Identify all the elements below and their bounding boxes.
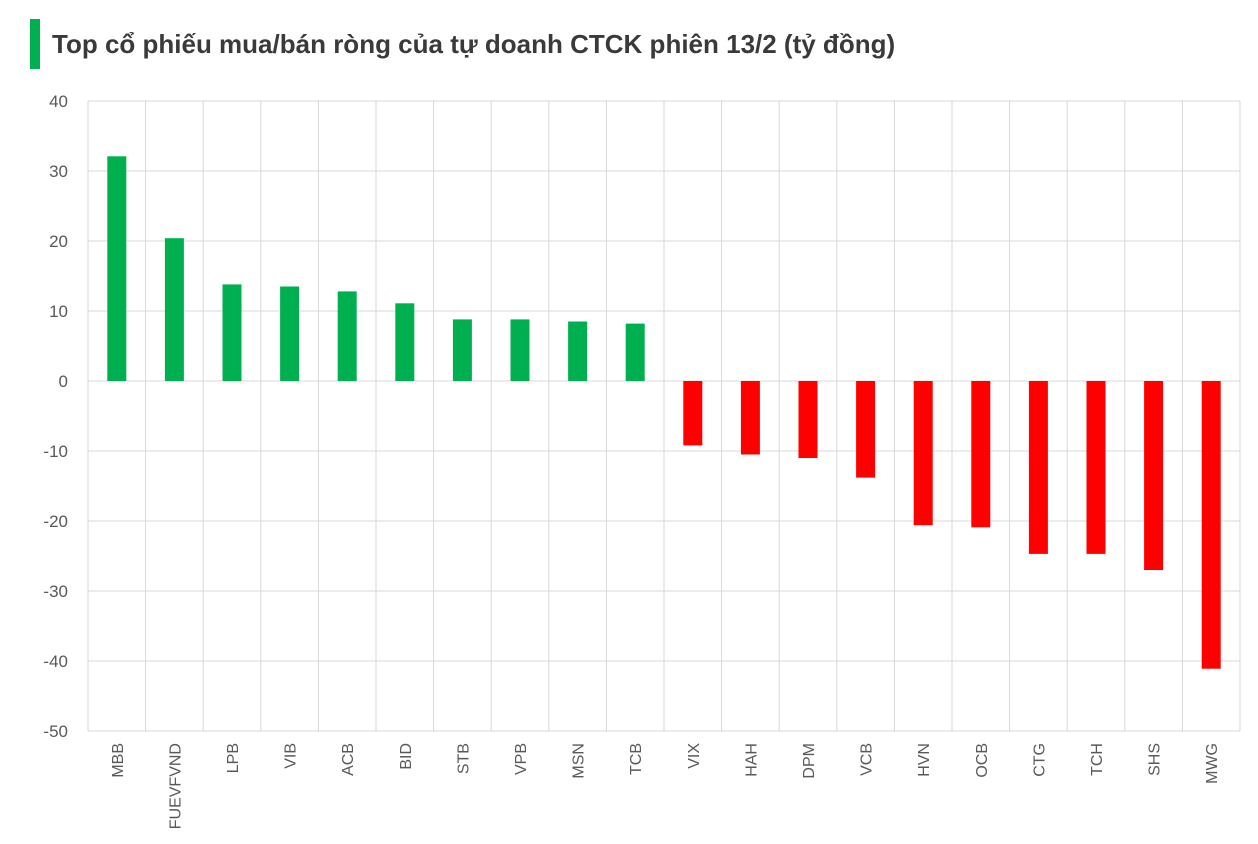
bar-mbb (107, 156, 127, 381)
x-tick-label: VCB (859, 743, 876, 776)
y-tick-label: 30 (49, 162, 68, 181)
bar-ctg (1028, 381, 1048, 554)
bar-fuevfvnd (164, 238, 184, 381)
grid-layer (87, 100, 1241, 732)
x-tick-label: CTG (1031, 743, 1048, 777)
bar-acb (337, 291, 357, 381)
y-tick-label: 0 (59, 372, 68, 391)
x-tick-label: BID (398, 743, 415, 770)
bar-hvn (913, 381, 933, 526)
x-tick-label: OCB (974, 743, 991, 778)
x-tick-label: VIB (283, 743, 300, 769)
y-tick-label: 10 (49, 302, 68, 321)
x-tick-label: ACB (340, 743, 357, 776)
x-axis-ticks: MBB FUEVFVND LPB VIB ACB BID STB VPB MSN TCB VIX HA… (110, 743, 1221, 830)
x-tick-label: STB (455, 743, 472, 774)
x-tick-label: DPM (801, 743, 818, 779)
x-tick-label: HVN (916, 743, 933, 777)
bar-vix (683, 381, 703, 446)
bar-msn (568, 321, 588, 381)
y-tick-label: -20 (43, 512, 68, 531)
x-tick-label: HAH (743, 743, 760, 777)
x-tick-label: LPB (225, 743, 242, 773)
y-tick-label: 20 (49, 232, 68, 251)
bar-hah (740, 381, 760, 455)
y-tick-label: -10 (43, 442, 68, 461)
x-tick-label: MBB (110, 743, 127, 778)
bar-stb (452, 319, 472, 381)
y-axis-ticks: 40 30 20 10 0 -10 -20 -30 -40 -50 (43, 92, 68, 741)
bar-vpb (510, 319, 530, 381)
bar-lpb (222, 284, 242, 381)
chart-title: Top cổ phiếu mua/bán ròng của tự doanh C… (52, 28, 896, 59)
bar-tch (1086, 381, 1106, 554)
y-tick-label: -40 (43, 652, 68, 671)
bar-shs (1144, 381, 1164, 570)
bar-mwg (1201, 381, 1221, 669)
x-tick-label: VPB (513, 743, 530, 775)
x-tick-label: SHS (1147, 743, 1164, 776)
bar-tcb (625, 323, 645, 381)
chart-title-block: Top cổ phiếu mua/bán ròng của tự doanh C… (30, 18, 895, 70)
x-tick-label: FUEVFVND (167, 743, 184, 829)
y-tick-label: -50 (43, 722, 68, 741)
x-tick-label: VIX (686, 743, 703, 769)
bar-vib (280, 286, 300, 381)
bar-vcb (856, 381, 876, 478)
x-tick-label: TCH (1089, 743, 1106, 776)
bars (107, 156, 1221, 669)
title-accent-bar (30, 19, 40, 69)
bar-dpm (798, 381, 818, 458)
x-tick-label: MWG (1204, 743, 1221, 784)
bar-ocb (971, 381, 991, 528)
y-tick-label: -30 (43, 582, 68, 601)
y-tick-label: 40 (49, 92, 68, 111)
x-tick-label: TCB (628, 743, 645, 775)
x-tick-label: MSN (571, 743, 588, 779)
bar-bid (395, 303, 415, 381)
